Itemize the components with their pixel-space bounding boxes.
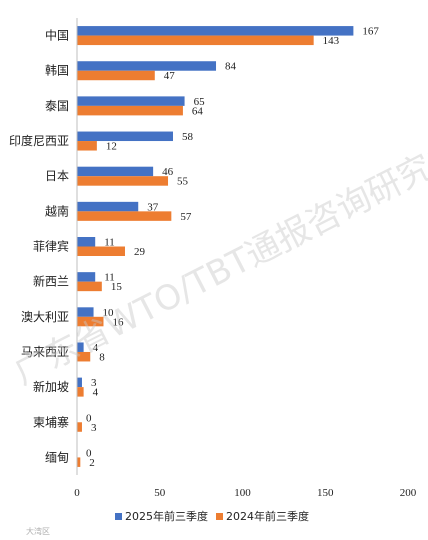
corner-watermark: 大湾区 <box>26 526 50 536</box>
bar <box>77 246 125 256</box>
category-label: 马来西亚 <box>21 345 69 359</box>
category-label: 新西兰 <box>33 274 69 289</box>
bar <box>77 96 185 106</box>
data-label: 57 <box>180 211 192 223</box>
data-label: 4 <box>93 342 99 354</box>
bar <box>77 70 155 81</box>
category-label: 澳大利亚 <box>21 310 69 324</box>
data-label: 3 <box>91 422 97 434</box>
data-label: 11 <box>104 237 115 249</box>
bar <box>77 272 96 282</box>
legend-swatch <box>216 513 223 520</box>
bar <box>77 131 173 142</box>
data-label: 37 <box>147 201 159 213</box>
bar <box>77 351 91 362</box>
data-label: 143 <box>323 35 340 47</box>
bar <box>77 377 82 388</box>
category-label: 柬埔寨 <box>33 414 69 429</box>
data-label: 84 <box>225 61 237 73</box>
category-label: 菲律宾 <box>33 239 69 254</box>
data-label: 4 <box>93 387 99 399</box>
category-label: 韩国 <box>45 63 69 78</box>
x-tick-label: 100 <box>234 487 251 499</box>
category-label: 泰国 <box>45 99 69 113</box>
data-label: 167 <box>362 26 379 38</box>
bar <box>77 342 84 352</box>
data-label: 64 <box>192 105 204 117</box>
data-label: 0 <box>86 412 92 424</box>
bar <box>77 387 84 397</box>
legend-swatch <box>115 513 122 520</box>
data-label: 2 <box>89 457 95 469</box>
data-label: 58 <box>182 131 194 143</box>
bar <box>77 176 169 186</box>
bar <box>77 457 81 467</box>
category-label: 越南 <box>45 203 69 218</box>
data-label: 10 <box>103 307 115 319</box>
data-label: 16 <box>112 316 124 328</box>
category-label: 印度尼西亚 <box>9 133 69 148</box>
data-label: 8 <box>99 351 105 363</box>
category-label: 新加坡 <box>33 379 69 394</box>
data-label: 12 <box>106 141 117 153</box>
bar <box>77 166 154 177</box>
bar <box>77 35 314 46</box>
bar <box>77 307 94 317</box>
x-tick-label: 0 <box>74 487 80 499</box>
bar <box>77 201 139 212</box>
bar <box>77 211 172 221</box>
category-label: 日本 <box>45 169 69 183</box>
data-label: 55 <box>177 176 189 188</box>
legend-label: 2024年前三季度 <box>226 509 309 523</box>
data-label: 65 <box>194 96 206 108</box>
bar <box>77 422 82 432</box>
data-label: 29 <box>134 246 146 258</box>
bar <box>77 281 102 292</box>
data-label: 11 <box>104 272 115 284</box>
x-tick-label: 150 <box>317 487 334 499</box>
bar <box>77 141 97 151</box>
bar <box>77 26 354 36</box>
data-label: 47 <box>164 70 176 82</box>
category-label: 中国 <box>45 28 69 43</box>
category-label: 缅甸 <box>45 450 69 464</box>
legend-label: 2025年前三季度 <box>125 509 208 523</box>
data-label: 0 <box>86 447 92 459</box>
bar <box>77 61 217 71</box>
x-tick-label: 50 <box>154 487 166 499</box>
x-tick-label: 200 <box>400 487 417 499</box>
bar <box>77 105 183 116</box>
bar <box>77 316 104 327</box>
data-label: 3 <box>91 377 97 389</box>
watermark-text: 广东省WTO/TBT通报咨询研究中心 <box>8 116 428 393</box>
data-label: 15 <box>111 281 123 293</box>
data-label: 46 <box>162 166 174 178</box>
bar <box>77 237 96 247</box>
